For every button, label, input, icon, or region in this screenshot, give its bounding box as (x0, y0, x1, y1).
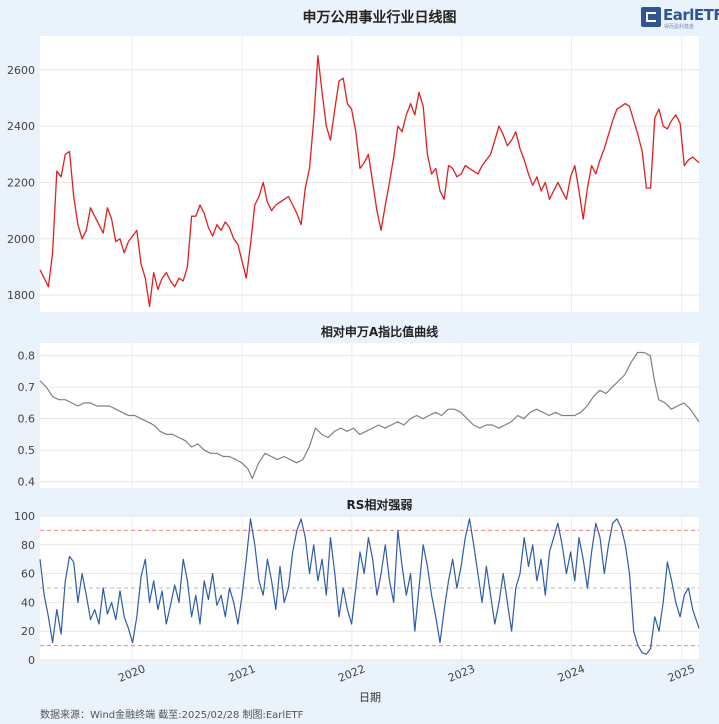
x-tick-label: 2025 (666, 662, 697, 685)
y-tick-label: 0 (28, 654, 35, 667)
logo-text: EarlETF (663, 6, 719, 24)
y-tick-label: 2600 (7, 64, 35, 77)
x-tick-label: 2021 (227, 662, 258, 685)
plot-area (40, 343, 699, 488)
x-tick-label: 2023 (446, 662, 477, 685)
chart-title-1: 申万公用事业行业日线图 (303, 9, 457, 26)
chart-title-3: RS相对强弱 (347, 497, 413, 512)
y-tick-label: 80 (21, 539, 35, 552)
series-line-3 (39, 518, 700, 655)
x-axis: 2020 2021 2022 2023 2024 2025 日期 (116, 662, 696, 704)
plot-area (40, 36, 699, 312)
y-tick-label: 2200 (7, 176, 35, 189)
y-tick-label: 40 (21, 596, 35, 609)
y-tick-label: 0.8 (18, 350, 36, 363)
y-tick-label: 100 (14, 510, 35, 523)
y-tick-label: 2000 (7, 233, 35, 246)
y-tick-label: 1800 (7, 289, 35, 302)
source-note: 数据来源：Wind金融终端 截至:2025/02/28 制图:EarlETF (40, 710, 304, 721)
chart-panel-2: 0.4 0.5 0.6 0.7 0.8 相对申万A指比值曲线 (18, 324, 700, 489)
y-tick-label: 0.5 (18, 444, 36, 457)
x-axis-label: 日期 (359, 691, 381, 704)
chart-title-2: 相对申万A指比值曲线 (321, 324, 438, 339)
series-line-1 (39, 55, 700, 308)
chart-panel-1: 1800 2000 2200 2400 2600 申万公用事业行业日线图 (7, 9, 700, 312)
chart-panel-3: 0 20 40 60 80 100 RS相对强弱 (14, 497, 700, 667)
y-tick-label: 0.7 (18, 381, 36, 394)
earletf-logo: EarlETF 得而盈利基金 (641, 6, 719, 30)
logo-subtitle: 得而盈利基金 (664, 24, 695, 30)
x-tick-label: 2020 (116, 662, 147, 685)
y-tick-label: 20 (21, 625, 35, 638)
y-tick-label: 0.4 (18, 476, 36, 489)
x-tick-label: 2024 (556, 662, 587, 685)
x-tick-label: 2022 (336, 662, 367, 685)
series-line-2 (39, 351, 700, 480)
y-tick-label: 0.6 (18, 413, 36, 426)
logo-mark-icon (641, 7, 661, 27)
y-tick-label: 2400 (7, 120, 35, 133)
y-tick-label: 60 (21, 568, 35, 581)
